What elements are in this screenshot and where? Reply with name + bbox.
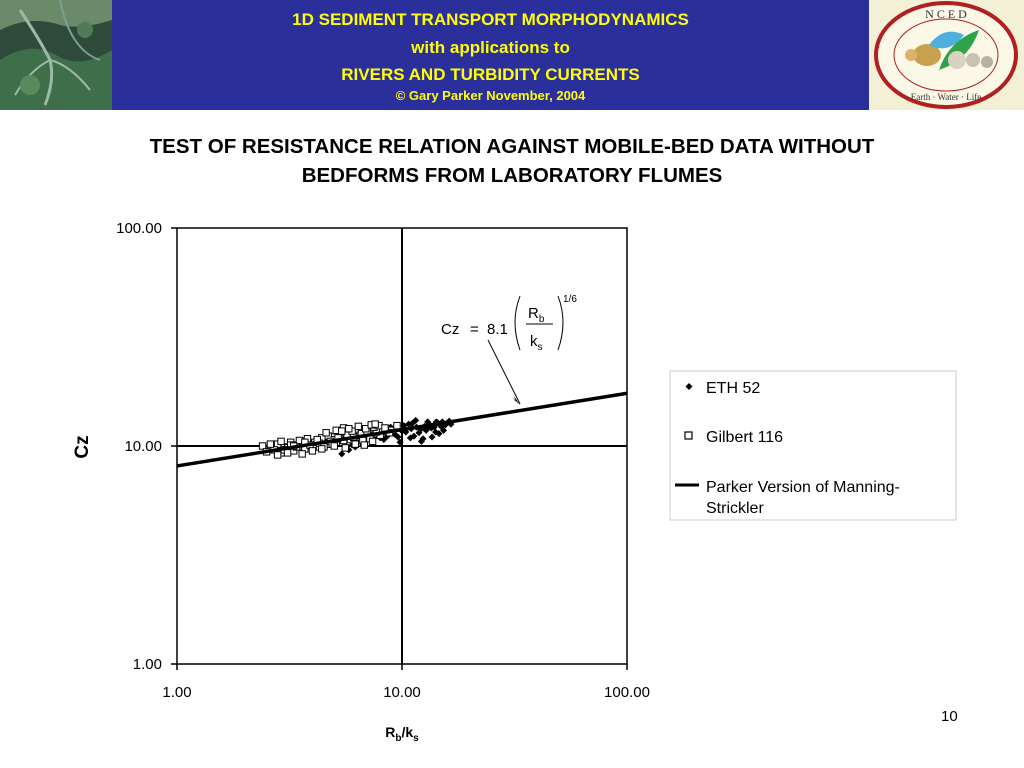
fit-line-group [176, 391, 627, 468]
eth-point [440, 426, 448, 434]
header-line-1: 1D SEDIMENT TRANSPORT MORPHODYNAMICS [292, 10, 689, 29]
axes [171, 227, 628, 670]
slide-title: TEST OF RESISTANCE RELATION AGAINST MOBI… [0, 132, 1024, 190]
logo-text-bottom: Earth · Water · Life [911, 92, 982, 102]
gilbert-point [266, 440, 275, 448]
slide-title-line-2: BEDFORMS FROM LABORATORY FLUMES [301, 164, 723, 187]
annotation-arrowhead [512, 396, 520, 405]
x-tick-label: 1.00 [162, 684, 191, 701]
gilbert-point [351, 440, 359, 448]
legend-label-gilbert: Gilbert 116 [706, 429, 783, 446]
gilbert-point [345, 425, 353, 433]
gilbert-point [360, 441, 369, 449]
y-tick-label: 100.00 [116, 220, 162, 237]
header-copyright: © Gary Parker November, 2004 [395, 88, 586, 103]
gilbert-point [330, 442, 338, 450]
annotation-arrow [487, 339, 521, 405]
slide-title-line-1: TEST OF RESISTANCE RELATION AGAINST MOBI… [149, 135, 875, 158]
gilbert-point [381, 424, 389, 432]
legend: ETH 52 Gilbert 116 Parker Version of Man… [669, 370, 957, 521]
page-number: 10 [941, 708, 958, 725]
gilbert-point [368, 437, 377, 446]
x-tick-label: 100.00 [604, 684, 650, 701]
legend-label-fit-line-2: Strickler [706, 500, 764, 517]
y-axis-label: Cz [72, 435, 93, 458]
header-banner: 1D SEDIMENT TRANSPORT MORPHODYNAMICS wit… [0, 0, 1024, 112]
svg-text:Cz: Cz [72, 435, 93, 458]
eq-lhs: Cz [441, 321, 459, 338]
eth-point [415, 429, 423, 437]
eq-equals: = [470, 321, 479, 338]
y-tick-label: 1.00 [133, 656, 162, 673]
x-axis-title: Rb/ks [385, 724, 419, 744]
eq-coef: 8.1 [487, 321, 508, 338]
eth-point [417, 437, 425, 445]
svg-text:Rb: Rb [528, 305, 545, 325]
legend-label-fit: Parker Version of Manning- Strickler [706, 479, 904, 517]
header-title-box: 1D SEDIMENT TRANSPORT MORPHODYNAMICS wit… [112, 0, 869, 110]
gilbert-point [277, 437, 285, 446]
nced-logo: N C E D Earth · Water · Life [869, 0, 1024, 110]
eq-den: k [530, 333, 538, 350]
gilbert-point [341, 444, 350, 452]
x-tick-label: 10.00 [383, 684, 421, 701]
gridlines [177, 228, 627, 664]
header-line-2: with applications to [411, 38, 570, 57]
eth-point [412, 416, 420, 424]
legend-marker-eth [685, 383, 693, 390]
gilbert-point [322, 429, 330, 437]
eq-num-sub: b [539, 314, 545, 325]
eth-point [406, 434, 414, 442]
eq-den-sub: s [538, 342, 543, 353]
eth-point [428, 433, 436, 441]
legend-label-eth: ETH 52 [706, 380, 760, 397]
header-line-3: RIVERS AND TURBIDITY CURRENTS [341, 65, 640, 84]
gilbert-point [308, 447, 317, 455]
tick-labels: 1.00 10.00 100.00 1.00 10.00 100.00 [116, 220, 650, 701]
gilbert-point [338, 427, 346, 435]
svg-text:ks: ks [530, 333, 543, 353]
gilbert-point [298, 450, 306, 458]
fit-line [176, 391, 627, 468]
logo-text-top: N C E D [925, 7, 967, 21]
y-tick-label: 10.00 [124, 438, 162, 455]
eth-point [338, 450, 346, 458]
gilbert-point [371, 420, 379, 428]
gilbert-point [362, 425, 370, 433]
gilbert-point [273, 451, 282, 459]
eth-point [435, 430, 443, 438]
legend-label-fit-line-1: Parker Version of Manning- [706, 479, 900, 496]
gilbert-point [393, 421, 401, 430]
legend-box [669, 370, 957, 521]
eth-point [396, 438, 404, 446]
eq-num: R [528, 305, 539, 322]
y-axis-title: Cz [72, 435, 93, 458]
gilbert-point [354, 422, 363, 431]
satellite-delta-image [0, 0, 112, 110]
legend-marker-gilbert [684, 431, 693, 440]
gilbert-point [318, 445, 326, 453]
gilbert-point [258, 442, 267, 450]
eth-point [394, 433, 402, 441]
equation-annotation: Cz = 8.1 Rb ks 1/6 [441, 294, 577, 353]
gilbert-point [283, 449, 292, 457]
eq-exponent: 1/6 [563, 294, 577, 305]
